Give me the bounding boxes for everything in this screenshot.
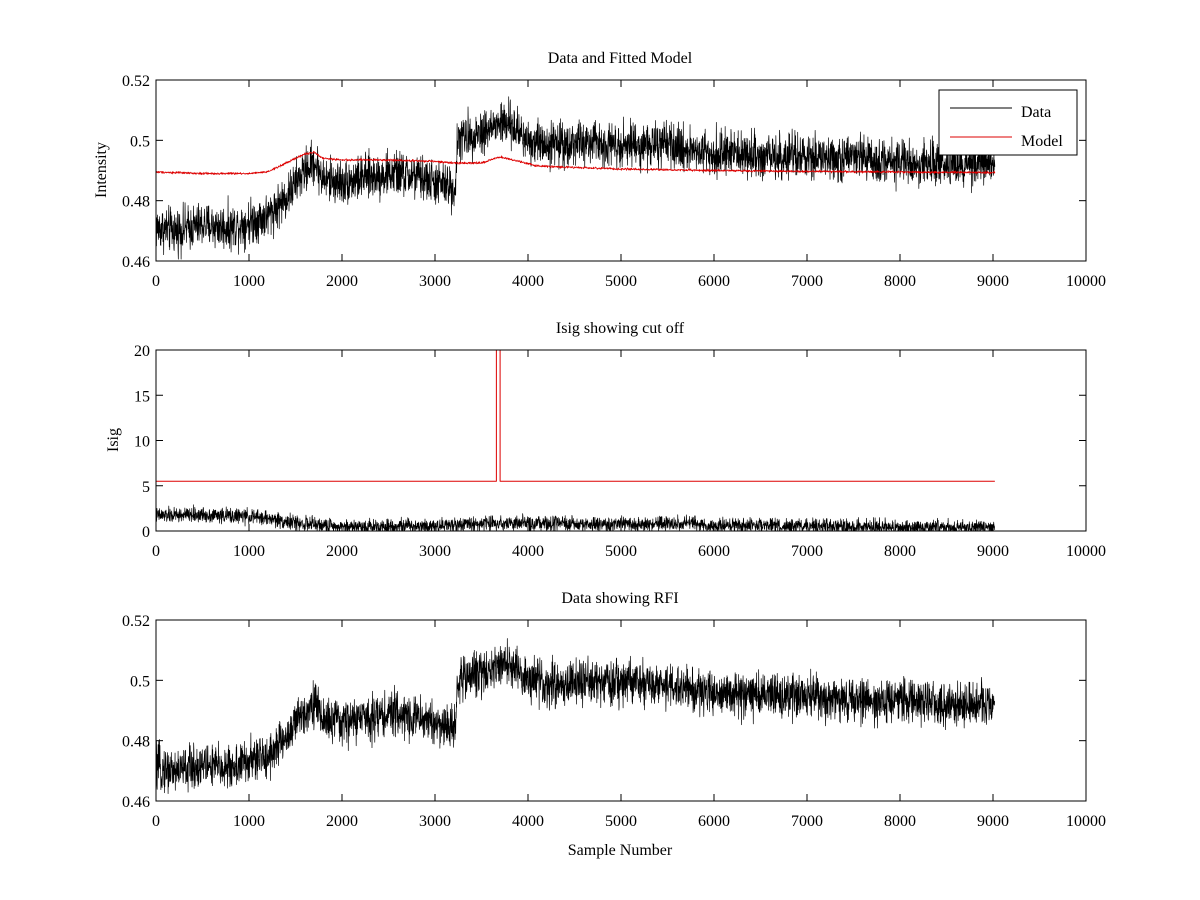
x-tick-label: 10000	[1066, 813, 1106, 830]
panel-2-series-1	[155, 504, 996, 532]
x-tick-label: 7000	[791, 543, 823, 560]
x-tick-label: 6000	[698, 543, 730, 560]
x-tick-label: 8000	[884, 543, 916, 560]
x-tick-label: 9000	[977, 813, 1009, 830]
legend-label-data: Data	[1021, 104, 1051, 121]
panel-2: Isig showing cut off Isig	[105, 320, 685, 452]
x-tick-label: 7000	[791, 273, 823, 290]
panel-3-plot: 0 1000 2000 3000 4000 5000 6000 7000 8000 9000 100…	[122, 613, 1106, 830]
y-tick-label: 0.52	[122, 613, 150, 630]
panel-3-title: Data showing RFI	[561, 590, 678, 607]
y-tick-label: 5	[142, 479, 150, 496]
y-tick-label: 20	[134, 343, 150, 360]
x-tick-label: 0	[152, 273, 160, 290]
x-tick-label: 7000	[791, 813, 823, 830]
panel-1-series-model	[155, 150, 996, 176]
x-tick-label: 1000	[233, 273, 265, 290]
legend-box	[938, 89, 1078, 156]
y-tick-label: 0.52	[122, 73, 150, 90]
x-tick-label: 2000	[326, 543, 358, 560]
x-tick-label: 6000	[698, 813, 730, 830]
x-tick-label: 5000	[605, 543, 637, 560]
x-tick-label: 1000	[233, 543, 265, 560]
x-tick-label: 3000	[419, 273, 451, 290]
x-tick-label: 0	[152, 543, 160, 560]
y-tick-label: 0.46	[122, 254, 150, 271]
y-tick-label: 0.48	[122, 194, 150, 211]
x-tick-label: 10000	[1066, 543, 1106, 560]
x-tick-label: 1000	[233, 813, 265, 830]
x-tick-label: 10000	[1066, 273, 1106, 290]
legend-label-model: Model	[1021, 133, 1063, 150]
panel-3: Data showing RFI Sample Number	[561, 590, 678, 859]
y-tick-label: 10	[134, 434, 150, 451]
y-tick-label: 0.46	[122, 794, 150, 811]
panel-1-legend: Data Model	[938, 89, 1078, 156]
panel-3-xlabel: Sample Number	[568, 842, 673, 859]
y-tick-label: 0.48	[122, 734, 150, 751]
panel-2-plot: 0 1000 2000 3000 4000 5000 6000 7000 8000 9000 100…	[134, 343, 1106, 560]
panel-1: Data and Fitted Model Intensity	[93, 50, 693, 198]
x-tick-label: 0	[152, 813, 160, 830]
x-tick-label: 8000	[884, 273, 916, 290]
panel-2-title: Isig showing cut off	[556, 320, 685, 337]
panel-1-ylabel: Intensity	[93, 142, 110, 198]
x-tick-label: 4000	[512, 273, 544, 290]
y-tick-label: 15	[134, 388, 150, 405]
panel-2-ylabel: Isig	[105, 428, 122, 452]
x-tick-label: 3000	[419, 813, 451, 830]
x-tick-label: 6000	[698, 273, 730, 290]
x-tick-label: 2000	[326, 813, 358, 830]
panel-1-plot: 0 1000 2000 3000 4000 5000 6000 7000 8000 9000 100…	[122, 73, 1106, 290]
y-tick-label: 0.5	[130, 673, 150, 690]
y-tick-label: 0	[142, 524, 150, 541]
x-tick-label: 5000	[605, 813, 637, 830]
panel-3-series-1	[155, 638, 996, 794]
x-tick-label: 2000	[326, 273, 358, 290]
panel-1-series-data	[155, 96, 996, 260]
x-tick-label: 5000	[605, 273, 637, 290]
x-tick-label: 4000	[512, 813, 544, 830]
x-tick-label: 9000	[977, 543, 1009, 560]
x-tick-label: 4000	[512, 543, 544, 560]
panel-1-title: Data and Fitted Model	[548, 50, 693, 67]
y-tick-label: 0.5	[130, 133, 150, 150]
x-tick-label: 8000	[884, 813, 916, 830]
x-tick-label: 3000	[419, 543, 451, 560]
x-tick-label: 9000	[977, 273, 1009, 290]
